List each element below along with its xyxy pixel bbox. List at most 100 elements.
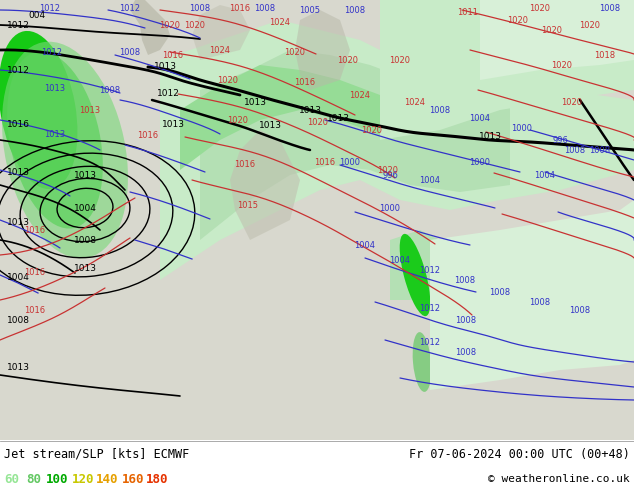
Text: 1013: 1013 — [259, 121, 281, 129]
Text: 1013: 1013 — [74, 264, 96, 272]
Text: 1013: 1013 — [6, 218, 30, 226]
Text: 1020: 1020 — [228, 116, 249, 124]
Text: 1013: 1013 — [162, 120, 184, 128]
Text: 1016: 1016 — [25, 225, 46, 235]
Text: 1015: 1015 — [238, 200, 259, 210]
Text: © weatheronline.co.uk: © weatheronline.co.uk — [488, 474, 630, 484]
Text: 1016: 1016 — [6, 120, 30, 128]
Text: 1020: 1020 — [307, 118, 328, 126]
Text: 1013: 1013 — [153, 62, 176, 71]
Text: 1020: 1020 — [552, 60, 573, 70]
Ellipse shape — [2, 42, 128, 258]
Text: 1020: 1020 — [529, 3, 550, 13]
Text: 80: 80 — [26, 472, 41, 486]
Polygon shape — [480, 0, 634, 80]
Text: 1012: 1012 — [41, 48, 63, 56]
Text: 1020: 1020 — [541, 25, 562, 34]
Text: 1013: 1013 — [327, 114, 349, 122]
Text: 1012: 1012 — [39, 3, 60, 13]
Text: 1016: 1016 — [138, 130, 158, 140]
Text: 1004: 1004 — [420, 175, 441, 185]
Text: 1004: 1004 — [6, 272, 29, 281]
Text: 1000: 1000 — [339, 157, 361, 167]
Text: 1008: 1008 — [590, 146, 611, 154]
Text: 1008: 1008 — [599, 3, 621, 13]
Text: 1024: 1024 — [404, 98, 425, 106]
Text: 1013: 1013 — [479, 131, 501, 141]
Text: 1008: 1008 — [455, 316, 477, 324]
Text: 996: 996 — [552, 136, 568, 145]
Text: 1008: 1008 — [455, 275, 476, 285]
Text: 1020: 1020 — [337, 55, 358, 65]
Text: 1013: 1013 — [74, 171, 96, 179]
Text: 180: 180 — [146, 472, 169, 486]
Text: 1013: 1013 — [299, 105, 321, 115]
Text: 1008: 1008 — [529, 297, 550, 307]
Text: 1013: 1013 — [44, 129, 65, 139]
Text: 1012: 1012 — [119, 3, 141, 13]
Text: 1020: 1020 — [285, 48, 306, 56]
Text: 1012: 1012 — [420, 338, 441, 346]
Text: 1008: 1008 — [119, 48, 141, 56]
Text: 1020: 1020 — [361, 125, 382, 134]
Text: 1020: 1020 — [507, 16, 529, 24]
Text: 1000: 1000 — [380, 203, 401, 213]
Text: 1020: 1020 — [217, 75, 238, 84]
Polygon shape — [130, 0, 170, 55]
Polygon shape — [295, 10, 350, 90]
Text: 100: 100 — [46, 472, 68, 486]
Text: 1020: 1020 — [184, 21, 205, 29]
Text: 1016: 1016 — [230, 3, 250, 13]
Text: Jet stream/SLP [kts] ECMWF: Jet stream/SLP [kts] ECMWF — [4, 447, 190, 461]
Text: 996: 996 — [382, 171, 398, 179]
Text: 1008: 1008 — [429, 105, 451, 115]
Text: 1016: 1016 — [314, 157, 335, 167]
Polygon shape — [390, 230, 440, 300]
Text: 1004: 1004 — [470, 114, 491, 122]
Polygon shape — [160, 20, 634, 280]
Ellipse shape — [0, 31, 77, 189]
Text: 1008: 1008 — [74, 236, 96, 245]
Text: 60: 60 — [4, 472, 19, 486]
Text: 160: 160 — [122, 472, 145, 486]
Text: 1016: 1016 — [25, 305, 46, 315]
Text: 140: 140 — [96, 472, 119, 486]
Ellipse shape — [399, 234, 430, 316]
Text: 1011: 1011 — [458, 7, 479, 17]
Text: Fr 07-06-2024 00:00 UTC (00+48): Fr 07-06-2024 00:00 UTC (00+48) — [409, 447, 630, 461]
Text: 1013: 1013 — [243, 98, 266, 106]
Text: 1012: 1012 — [157, 89, 179, 98]
Text: 1013: 1013 — [6, 363, 30, 371]
Text: 1012: 1012 — [420, 303, 441, 313]
Text: 1008: 1008 — [254, 3, 276, 13]
Text: 1020: 1020 — [160, 21, 181, 29]
Text: 1024: 1024 — [269, 18, 290, 26]
Text: 004: 004 — [29, 10, 46, 20]
Text: 1013: 1013 — [44, 83, 65, 93]
Text: 1004: 1004 — [354, 241, 375, 249]
Text: 1008: 1008 — [100, 85, 120, 95]
Text: 1008: 1008 — [455, 347, 477, 357]
Text: 1008: 1008 — [190, 3, 210, 13]
Text: 1016: 1016 — [162, 50, 184, 59]
Polygon shape — [430, 200, 634, 390]
Text: 1020: 1020 — [562, 98, 583, 106]
Text: 1012: 1012 — [420, 266, 441, 274]
Text: 1008: 1008 — [6, 316, 30, 324]
Text: 1008: 1008 — [564, 146, 586, 154]
Text: 1020: 1020 — [377, 166, 399, 174]
Text: 1016: 1016 — [294, 77, 316, 87]
Text: 1020: 1020 — [389, 55, 410, 65]
Text: 1008: 1008 — [489, 288, 510, 296]
Text: 1008: 1008 — [569, 305, 590, 315]
Ellipse shape — [413, 332, 431, 392]
Text: 1000: 1000 — [470, 157, 491, 167]
Text: 1013: 1013 — [79, 105, 101, 115]
Text: 1018: 1018 — [595, 50, 616, 59]
Text: 1012: 1012 — [6, 21, 29, 29]
Text: 1020: 1020 — [579, 21, 600, 29]
Ellipse shape — [7, 51, 103, 228]
Text: 1004: 1004 — [389, 255, 410, 265]
Polygon shape — [200, 50, 510, 240]
Text: 1024: 1024 — [349, 91, 370, 99]
